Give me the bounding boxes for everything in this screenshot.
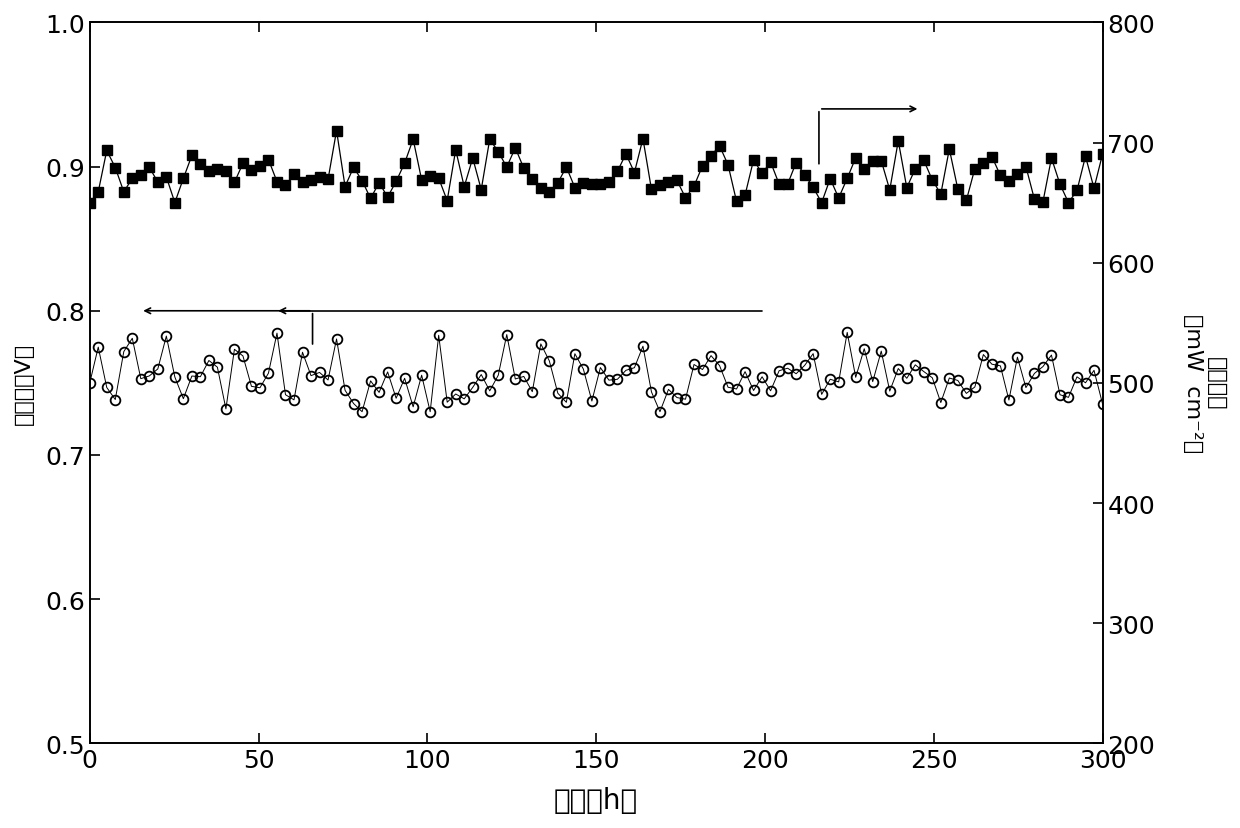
Y-axis label: 功率密度
（mW  cm⁻²）: 功率密度 （mW cm⁻²） — [1183, 314, 1226, 453]
X-axis label: 时间（h）: 时间（h） — [554, 786, 639, 814]
Y-axis label: 端电压（V）: 端电压（V） — [14, 343, 33, 425]
